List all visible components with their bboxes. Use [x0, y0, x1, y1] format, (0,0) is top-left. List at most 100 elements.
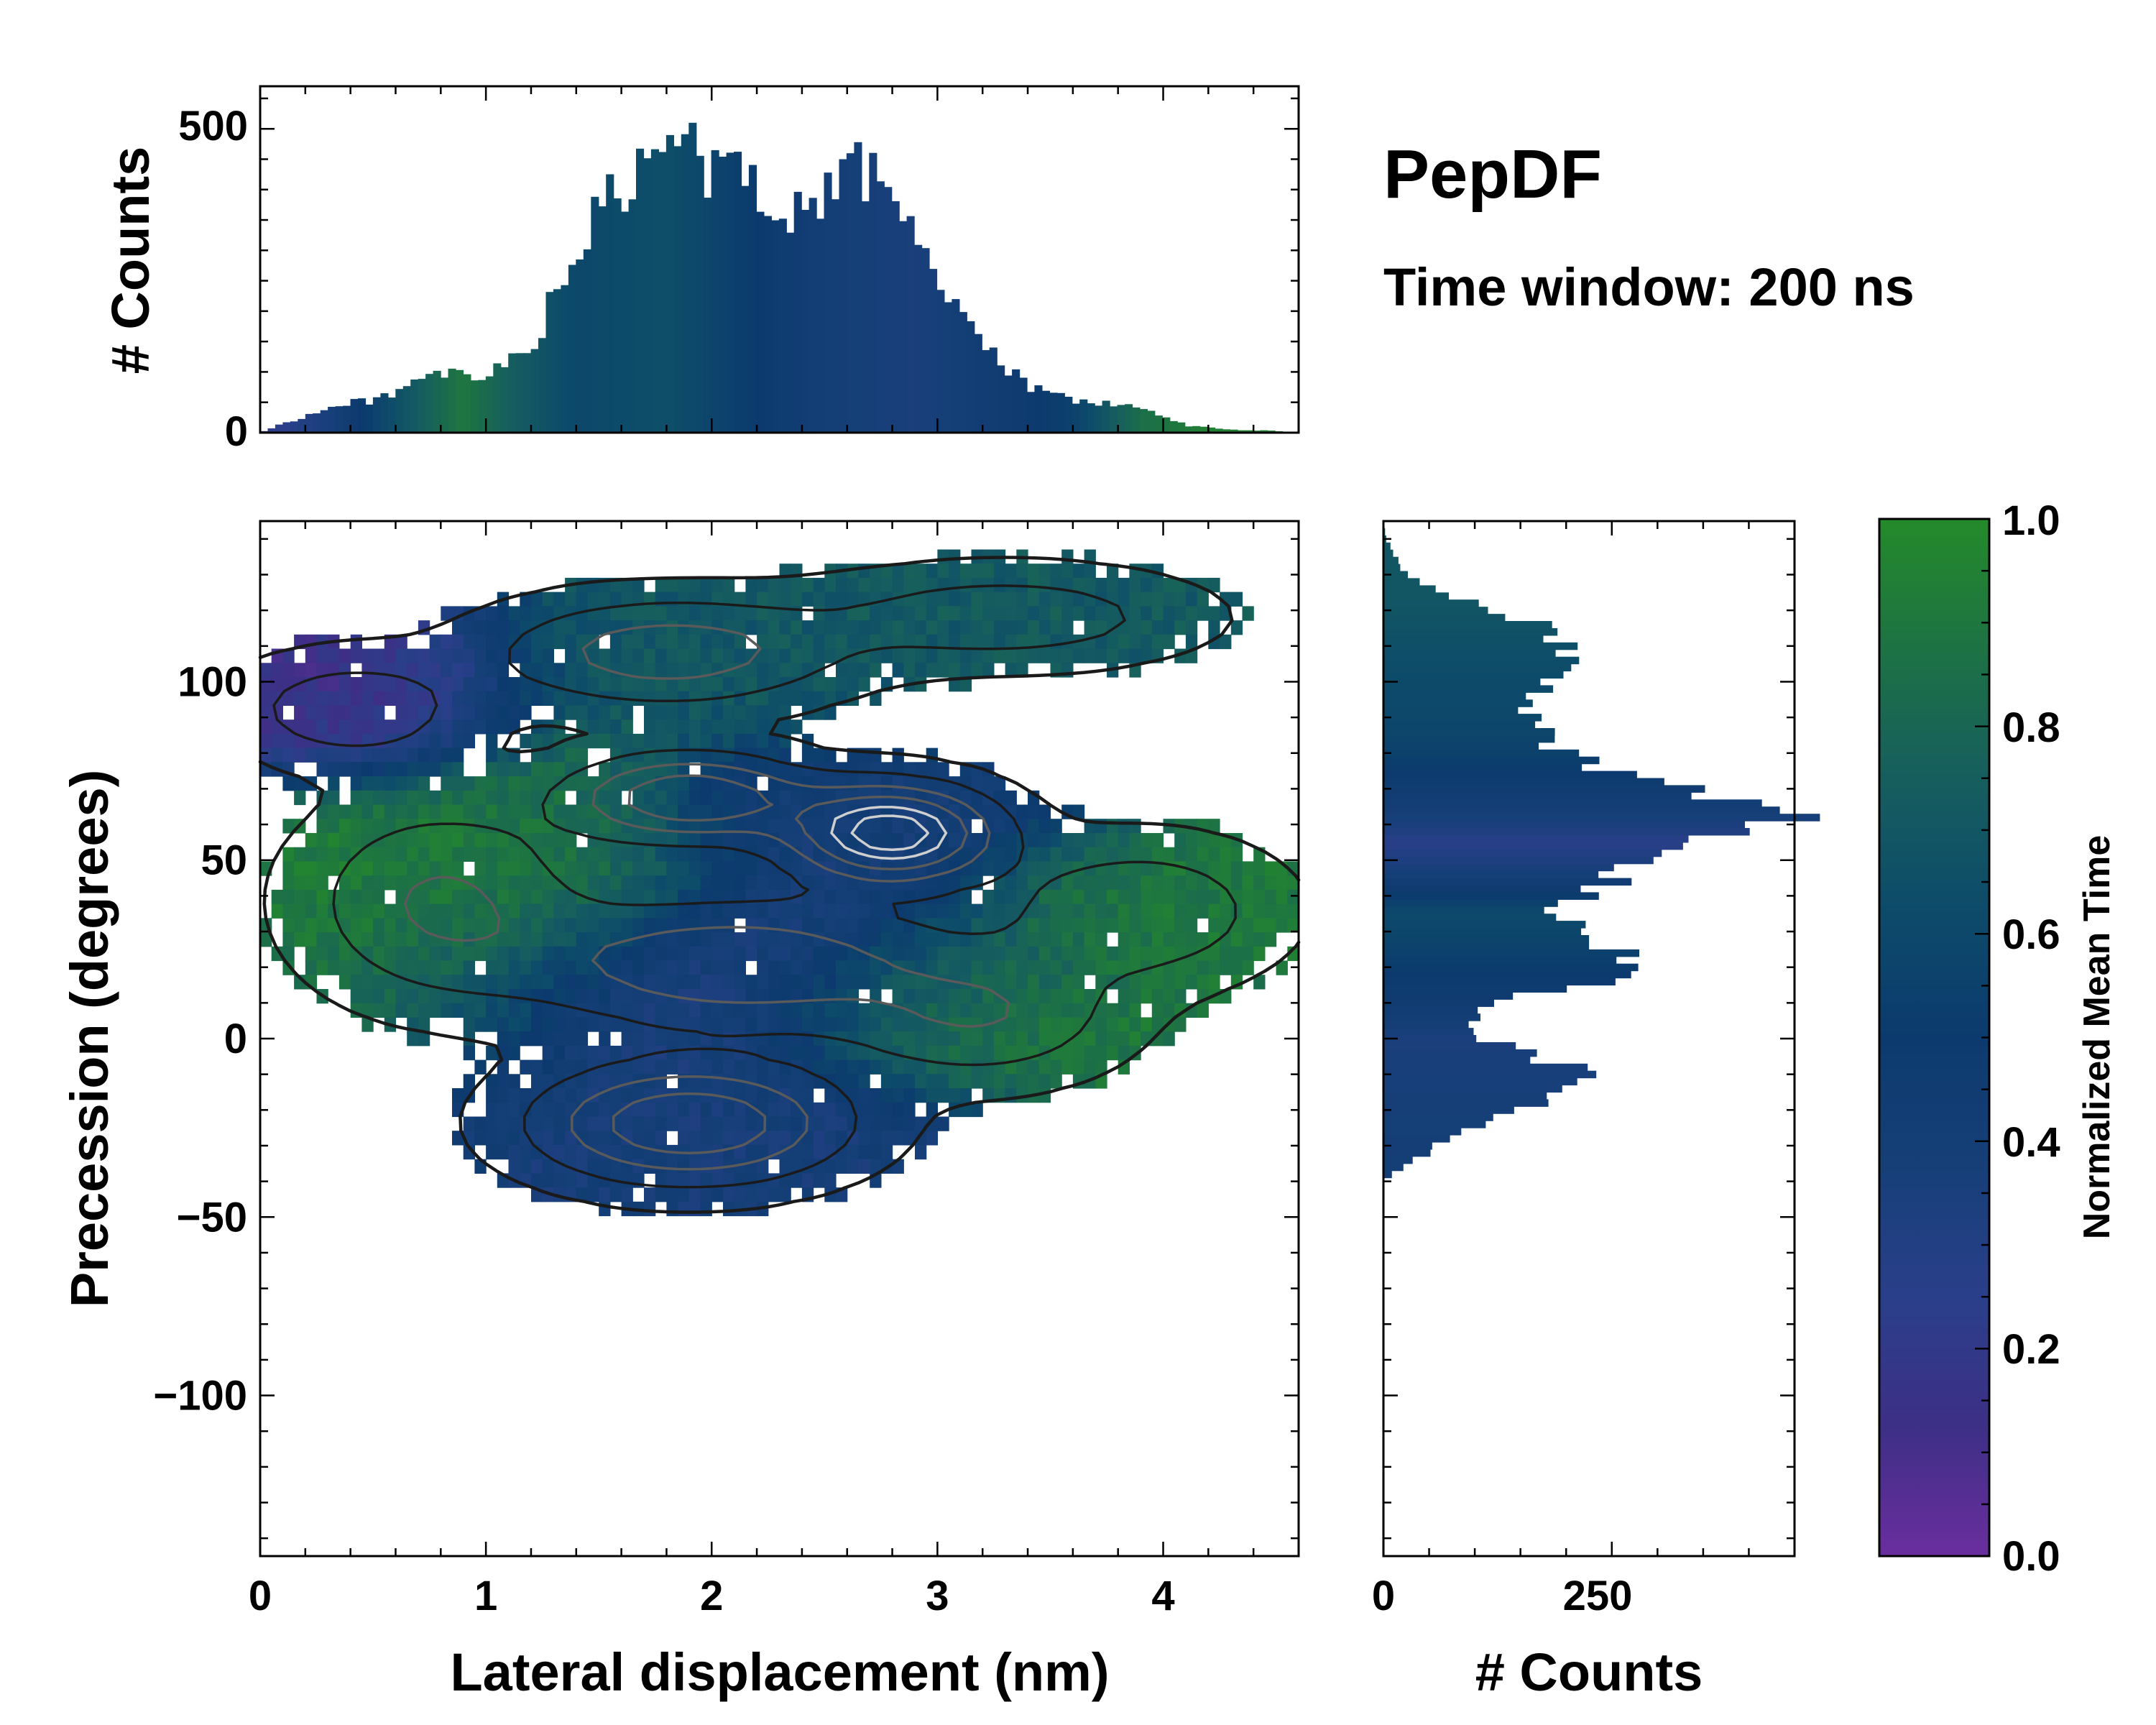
heatmap-cell: [1230, 592, 1243, 607]
top-histogram-bar: [1012, 369, 1021, 433]
heatmap-cell: [621, 833, 633, 848]
heatmap-cell: [497, 960, 510, 975]
heatmap-cell: [791, 918, 803, 933]
heatmap-cell: [282, 932, 295, 947]
heatmap-cell: [779, 975, 791, 990]
heatmap-cell: [768, 1102, 780, 1118]
heatmap-cell: [621, 918, 633, 933]
heatmap-cell: [508, 819, 520, 834]
heatmap-cell: [1253, 918, 1266, 933]
heatmap-cell: [666, 1116, 678, 1131]
heatmap-cell: [723, 875, 735, 891]
heatmap-cell: [757, 719, 769, 735]
heatmap-cell: [486, 719, 498, 735]
heatmap-cell: [328, 932, 340, 947]
heatmap-cell: [892, 1074, 904, 1089]
heatmap-cell: [1197, 847, 1209, 862]
heatmap-cell: [452, 663, 464, 678]
heatmap-cell: [520, 946, 532, 962]
heatmap-cell: [1163, 903, 1175, 919]
heatmap-cell: [395, 663, 407, 678]
heatmap-cell: [361, 861, 374, 876]
top-histogram-bar: [1139, 409, 1148, 433]
top-histogram-bar: [275, 424, 283, 433]
heatmap-cell: [982, 663, 995, 678]
heatmap-cell: [1118, 648, 1130, 663]
heatmap-cell: [847, 776, 859, 791]
heatmap-cell: [937, 663, 949, 678]
heatmap-cell: [971, 663, 983, 678]
heatmap-cell: [632, 1131, 645, 1146]
heatmap-cell: [452, 889, 464, 905]
heatmap-cell: [361, 776, 374, 791]
heatmap-cell: [565, 1017, 577, 1032]
heatmap-cell: [553, 989, 566, 1004]
heatmap-cell: [486, 748, 498, 763]
heatmap-cell: [1005, 946, 1017, 962]
heatmap-cell: [836, 663, 848, 678]
heatmap-cell: [892, 620, 904, 635]
heatmap-cell: [632, 790, 645, 806]
heatmap-cell: [1028, 918, 1040, 933]
heatmap-cell: [1253, 903, 1266, 919]
top-histogram-bar: [402, 386, 411, 433]
heatmap-cell: [847, 932, 859, 947]
heatmap-cell: [1230, 620, 1243, 635]
heatmap-cell: [982, 804, 995, 819]
heatmap-cell: [926, 875, 938, 891]
heatmap-cell: [688, 918, 701, 933]
heatmap-cell: [542, 932, 554, 947]
heatmap-cell: [497, 1144, 510, 1160]
heatmap-cell: [824, 634, 837, 650]
heatmap-cell: [1095, 889, 1107, 905]
heatmap-cell: [678, 1159, 690, 1174]
heatmap-cell: [1107, 1003, 1119, 1018]
top-histogram-bar: [696, 155, 704, 433]
heatmap-cell: [1197, 932, 1209, 947]
heatmap-cell: [959, 946, 972, 962]
heatmap-cell: [678, 1088, 690, 1103]
heatmap-cell: [880, 946, 893, 962]
heatmap-cell: [711, 677, 724, 692]
heatmap-cell: [1038, 903, 1051, 919]
heatmap-cell: [678, 1045, 690, 1061]
heatmap-cell: [474, 691, 487, 706]
heatmap-cell: [1118, 932, 1130, 947]
heatmap-cell: [1220, 634, 1232, 650]
heatmap-cell: [576, 804, 589, 819]
heatmap-cell: [824, 918, 837, 933]
heatmap-cell: [609, 960, 622, 975]
heatmap-cell: [1016, 620, 1028, 635]
heatmap-cell: [700, 889, 712, 905]
heatmap-cell: [757, 875, 769, 891]
top-histogram-bar: [380, 393, 389, 433]
heatmap-cell: [993, 648, 1006, 663]
heatmap-cell: [373, 762, 385, 777]
heatmap-cell: [486, 620, 498, 635]
heatmap-cell: [1072, 592, 1085, 607]
heatmap-cell: [486, 776, 498, 791]
heatmap-cell: [486, 804, 498, 819]
heatmap-cell: [282, 648, 295, 663]
heatmap-cell: [926, 648, 938, 663]
top-histogram-ticks: [259, 86, 1299, 434]
top-histogram-bar: [335, 406, 344, 433]
heatmap-cell: [599, 1045, 611, 1061]
heatmap-cell: [328, 960, 340, 975]
heatmap-cell: [734, 1003, 746, 1018]
heatmap-cell: [441, 719, 453, 735]
right-histogram-bar: [1383, 1128, 1462, 1136]
heatmap-cell: [644, 748, 656, 763]
heatmap-cell: [666, 946, 678, 962]
right-xtick-250: 250: [1563, 1573, 1633, 1619]
heatmap-cell: [361, 847, 374, 862]
heatmap-cell: [497, 804, 510, 819]
heatmap-cell: [892, 833, 904, 848]
heatmap-cell: [666, 804, 678, 819]
heatmap-cell: [609, 733, 622, 749]
heatmap-cell: [486, 691, 498, 706]
top-histogram-bar: [1132, 407, 1141, 433]
heatmap-cell: [621, 946, 633, 962]
heatmap-cell: [350, 833, 362, 848]
heatmap-cell: [688, 903, 701, 919]
